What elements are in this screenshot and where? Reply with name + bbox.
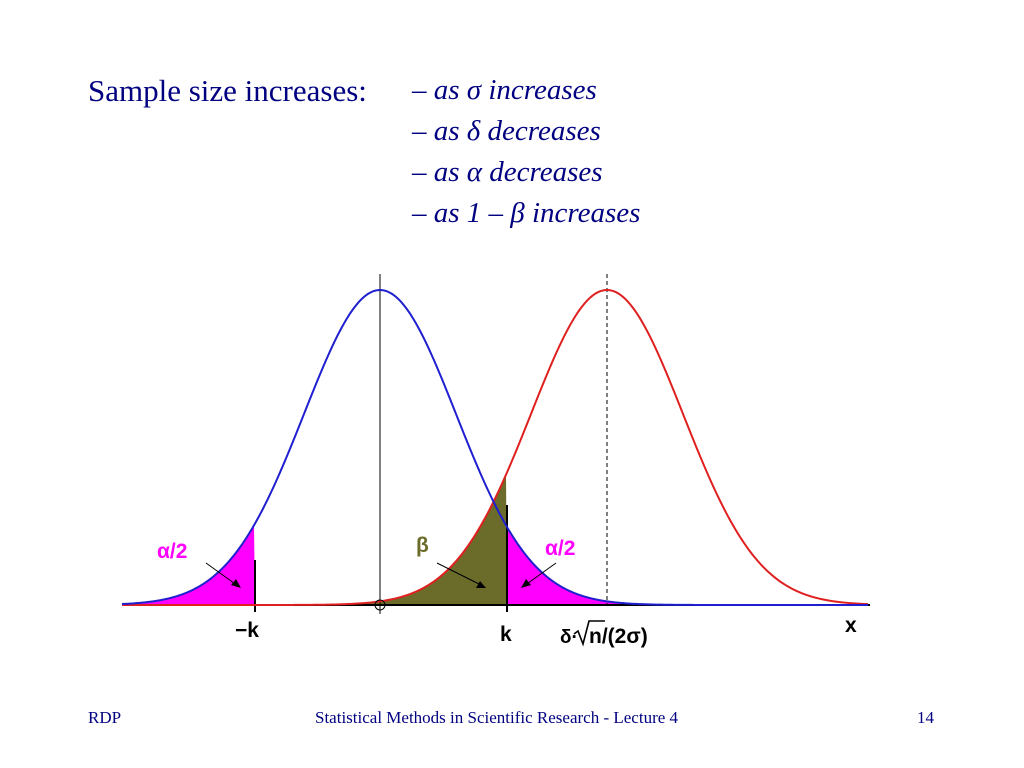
alpha-left-region bbox=[122, 525, 255, 605]
bullet-dash: – bbox=[412, 115, 427, 147]
bullet-sigma: – as σ increases bbox=[412, 70, 640, 111]
alpha-right-region bbox=[507, 527, 868, 605]
bullet-alpha: – as α decreases bbox=[412, 152, 640, 193]
x-axis-label: x bbox=[845, 614, 857, 637]
heading-label: Sample size increases: bbox=[88, 73, 367, 108]
alternative-distribution-curve bbox=[122, 289, 869, 606]
bullet-list: – as σ increases – as δ decreases – as α… bbox=[412, 70, 640, 234]
k-label: k bbox=[500, 623, 512, 646]
footer-title: Statistical Methods in Scientific Resear… bbox=[315, 708, 679, 727]
shift-expression-label: n/(2σ) bbox=[589, 625, 648, 648]
bullet-text: as σ increases bbox=[433, 74, 597, 106]
null-distribution-curve bbox=[121, 288, 868, 606]
footer-page-number: 14 bbox=[917, 708, 934, 727]
bullet-delta: – as δ decreases bbox=[412, 111, 640, 152]
bullet-dash: – bbox=[412, 197, 427, 229]
beta-region bbox=[122, 474, 507, 605]
alpha-right-arrow bbox=[521, 562, 557, 588]
bullet-text: as δ decreases bbox=[433, 115, 601, 147]
beta-arrow bbox=[436, 562, 486, 588]
bullet-dash: – bbox=[412, 74, 427, 106]
sqrt-symbol bbox=[573, 620, 605, 647]
footer-author: RDP bbox=[88, 708, 122, 727]
alpha-half-left-label: α/2 bbox=[157, 540, 187, 563]
origin-marker bbox=[374, 599, 386, 611]
bullet-dash: – bbox=[412, 156, 427, 188]
alpha-half-right-label: α/2 bbox=[545, 537, 575, 560]
alpha-left-arrow bbox=[205, 562, 241, 588]
shift-delta-label: δ· bbox=[560, 627, 578, 648]
bullet-text: as α decreases bbox=[433, 156, 603, 188]
bullet-power: – as 1 – β increases bbox=[412, 193, 640, 234]
bullet-text: as 1 – β increases bbox=[433, 197, 641, 229]
neg-k-label: −k bbox=[235, 619, 259, 642]
beta-label: β bbox=[416, 534, 429, 557]
